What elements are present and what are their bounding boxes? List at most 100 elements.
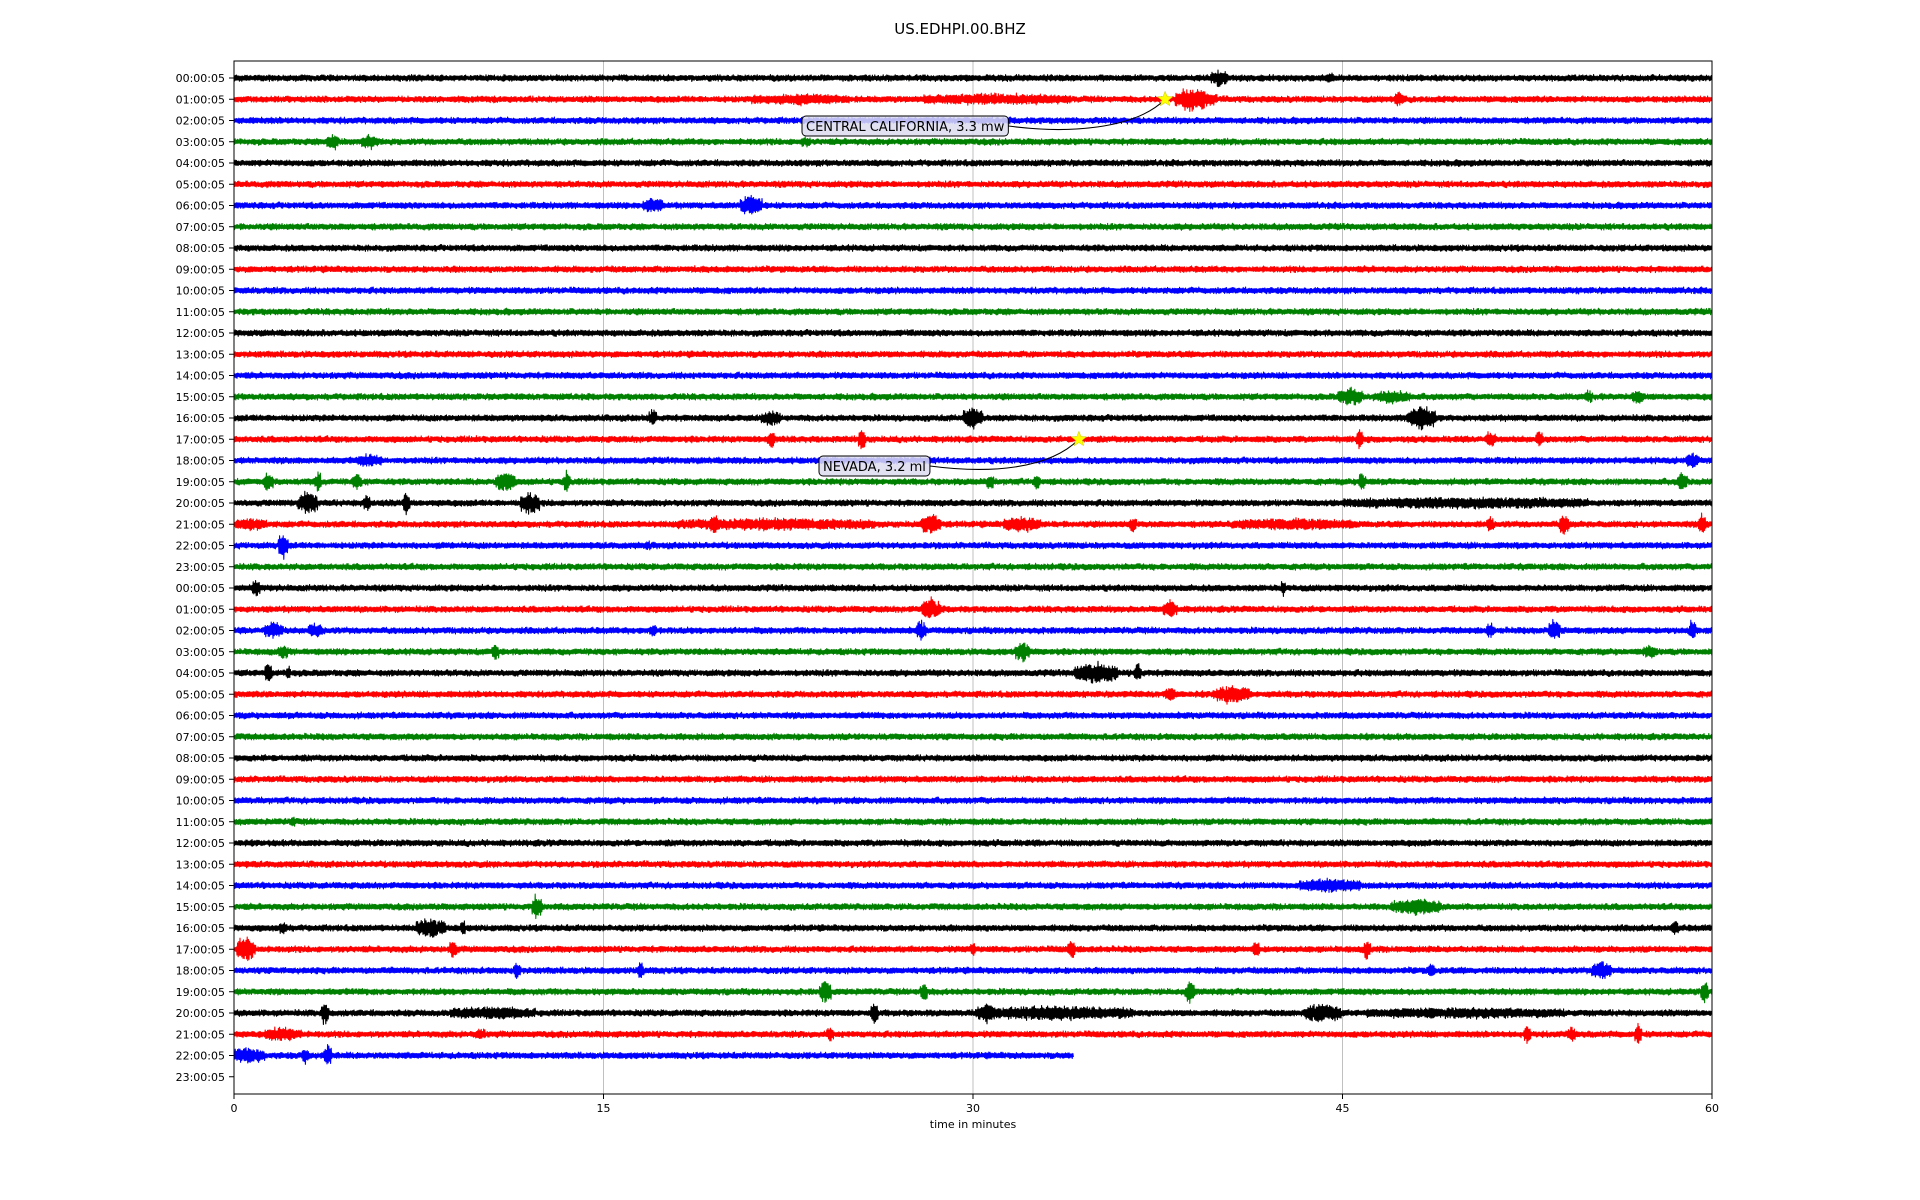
y-tick-label: 21:00:05 [176, 518, 225, 531]
trace-row [233, 775, 1713, 784]
y-tick-label: 20:00:05 [176, 1007, 225, 1020]
trace-row [233, 265, 1713, 274]
y-tick-label: 12:00:05 [176, 327, 225, 340]
y-tick-label: 19:00:05 [176, 476, 225, 489]
trace-row [233, 180, 1713, 189]
x-tick-label: 15 [597, 1102, 611, 1115]
event-annotation: NEVADA, 3.2 ml [818, 430, 1088, 477]
trace-row [233, 796, 1713, 805]
trace-row [233, 307, 1713, 316]
trace-row [233, 286, 1713, 295]
trace-row [233, 580, 1713, 598]
y-tick-label: 15:00:05 [176, 391, 225, 404]
trace-row [233, 893, 1713, 920]
y-tick-label: 14:00:05 [176, 370, 225, 383]
y-tick-label: 16:00:05 [176, 922, 225, 935]
trace-row [233, 371, 1713, 380]
x-tick-label: 45 [1336, 1102, 1350, 1115]
y-tick-label: 04:00:05 [176, 667, 225, 680]
x-tick-labels: 0 15 30 45 60 [231, 1094, 1719, 1115]
y-tick-label: 05:00:05 [176, 688, 225, 701]
y-tick-label: 14:00:05 [176, 880, 225, 893]
y-tick-label: 09:00:05 [176, 263, 225, 276]
event-annotation: CENTRAL CALIFORNIA, 3.3 mw [801, 90, 1174, 137]
y-tick-labels: 00:00:05 01:00:05 02:00:05 03:00:05 04:00:05… [176, 72, 234, 1084]
event-star-icon [1070, 430, 1088, 447]
trace-row [233, 535, 1713, 560]
trace-row [233, 877, 1713, 893]
trace-row [233, 222, 1713, 231]
y-tick-label: 09:00:05 [176, 773, 225, 786]
y-tick-label: 02:00:05 [176, 115, 225, 128]
y-tick-label: 08:00:05 [176, 752, 225, 765]
trace-row [233, 685, 1713, 705]
y-tick-label: 23:00:05 [176, 561, 225, 574]
trace-layer [233, 69, 1713, 1065]
y-tick-label: 00:00:05 [176, 72, 225, 85]
trace-row [233, 816, 1713, 827]
y-tick-label: 03:00:05 [176, 136, 225, 149]
event-star-icon [1156, 90, 1174, 107]
y-tick-label: 05:00:05 [176, 178, 225, 191]
y-tick-label: 12:00:05 [176, 837, 225, 850]
y-tick-label: 19:00:05 [176, 986, 225, 999]
y-tick-label: 07:00:05 [176, 731, 225, 744]
y-tick-label: 23:00:05 [176, 1071, 225, 1084]
y-tick-label: 06:00:05 [176, 710, 225, 723]
y-tick-label: 20:00:05 [176, 497, 225, 510]
y-tick-label: 16:00:05 [176, 412, 225, 425]
trace-row [233, 469, 1713, 492]
trace-row [233, 452, 1713, 469]
trace-row [233, 429, 1713, 450]
trace-row [233, 732, 1713, 741]
y-tick-label: 07:00:05 [176, 221, 225, 234]
y-tick-label: 00:00:05 [176, 582, 225, 595]
trace-row [233, 406, 1713, 431]
trace-row [233, 860, 1713, 869]
y-tick-label: 22:00:05 [176, 540, 225, 553]
y-tick-label: 22:00:05 [176, 1050, 225, 1063]
trace-row [233, 562, 1713, 571]
y-tick-label: 10:00:05 [176, 285, 225, 298]
y-tick-label: 01:00:05 [176, 603, 225, 616]
trace-row [233, 918, 1713, 938]
trace-row [233, 981, 1713, 1004]
trace-row [233, 243, 1713, 253]
y-tick-label: 13:00:05 [176, 348, 225, 361]
grid-lines [603, 61, 1343, 1094]
y-tick-label: 03:00:05 [176, 646, 225, 659]
trace-row [233, 69, 1713, 88]
x-tick-label: 0 [231, 1102, 238, 1115]
y-tick-label: 02:00:05 [176, 625, 225, 638]
trace-row [233, 1022, 1713, 1045]
y-tick-label: 18:00:05 [176, 455, 225, 468]
trace-row [233, 158, 1713, 168]
trace-row [233, 961, 1713, 980]
y-tick-label: 08:00:05 [176, 242, 225, 255]
x-axis-label: time in minutes [930, 1118, 1017, 1131]
trace-row [233, 838, 1713, 848]
trace-row [233, 194, 1713, 215]
trace-row [233, 1003, 1713, 1026]
y-tick-label: 10:00:05 [176, 795, 225, 808]
trace-row [233, 936, 1713, 962]
trace-row [233, 386, 1713, 406]
event-connector [1008, 98, 1166, 130]
x-tick-label: 60 [1705, 1102, 1719, 1115]
trace-row [233, 711, 1713, 720]
trace-row [233, 596, 1713, 619]
trace-row [233, 490, 1713, 516]
y-tick-label: 17:00:05 [176, 943, 225, 956]
y-tick-label: 01:00:05 [176, 93, 225, 106]
chart-title: US.EDHPI.00.BHZ [894, 20, 1026, 38]
trace-row [233, 1044, 1074, 1065]
trace-row [233, 133, 1713, 151]
trace-row [233, 753, 1713, 763]
y-tick-label: 18:00:05 [176, 965, 225, 978]
trace-row [233, 618, 1713, 641]
y-tick-label: 11:00:05 [176, 816, 225, 829]
y-tick-label: 11:00:05 [176, 306, 225, 319]
trace-row [233, 512, 1713, 535]
